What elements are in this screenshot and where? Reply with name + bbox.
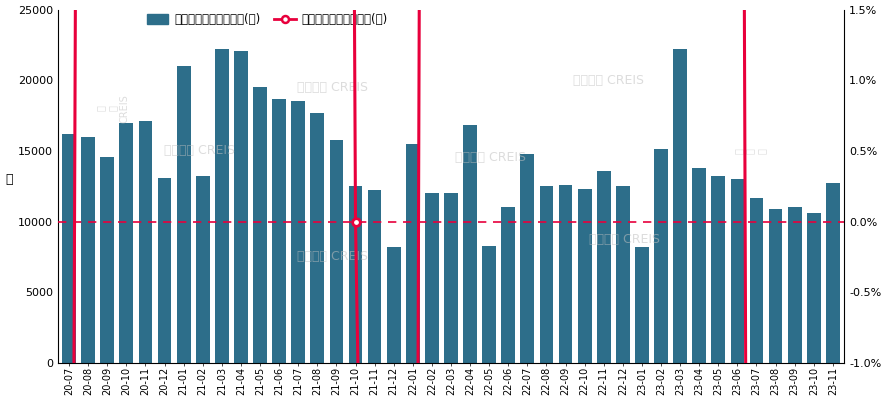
Text: 中指数据 CREIS: 中指数据 CREIS — [588, 233, 659, 246]
Bar — [462, 126, 477, 363]
Bar — [272, 99, 285, 363]
Bar — [196, 176, 209, 363]
Bar — [253, 87, 267, 363]
Bar — [330, 140, 343, 363]
Bar — [768, 209, 781, 363]
Text: 中
指
数: 中 指 数 — [733, 148, 766, 154]
Bar — [692, 168, 705, 363]
Bar — [234, 51, 247, 363]
Bar — [386, 247, 400, 363]
北京二手住宅价格环比(右) — [350, 219, 361, 224]
Bar — [825, 183, 839, 363]
Bar — [348, 186, 362, 363]
Bar — [672, 49, 687, 363]
Bar — [424, 193, 439, 363]
Bar — [749, 198, 763, 363]
Bar — [100, 156, 114, 363]
Bar — [120, 123, 133, 363]
Bar — [730, 179, 743, 363]
Y-axis label: 套: 套 — [5, 173, 13, 186]
Text: 中指数据 CREIS: 中指数据 CREIS — [572, 74, 643, 87]
Bar — [501, 207, 515, 363]
Bar — [138, 121, 152, 363]
Bar — [634, 247, 648, 363]
Bar — [62, 134, 76, 363]
Bar — [214, 49, 229, 363]
Text: 中指数据 CREIS: 中指数据 CREIS — [164, 144, 235, 158]
Bar — [539, 186, 553, 363]
Bar — [368, 190, 381, 363]
Bar — [82, 137, 95, 363]
Bar — [615, 186, 629, 363]
Bar — [310, 113, 323, 363]
Text: 数
据
CREIS: 数 据 CREIS — [96, 94, 129, 123]
Text: 中指数据 CREIS: 中指数据 CREIS — [297, 81, 368, 94]
Bar — [520, 154, 533, 363]
Text: 中指数据 CREIS: 中指数据 CREIS — [297, 250, 368, 263]
Bar — [653, 150, 667, 363]
Bar — [291, 101, 305, 363]
Bar — [406, 144, 419, 363]
Bar — [711, 176, 725, 363]
Bar — [787, 207, 801, 363]
Line: 北京二手住宅价格环比(右): 北京二手住宅价格环比(右) — [66, 0, 835, 401]
Bar — [444, 193, 457, 363]
Bar — [158, 178, 171, 363]
Bar — [596, 171, 610, 363]
Text: 中指数据 CREIS: 中指数据 CREIS — [455, 152, 525, 164]
Bar — [806, 213, 820, 363]
Legend: 北京二手住宅成交套数(左), 北京二手住宅价格环比(右): 北京二手住宅成交套数(左), 北京二手住宅价格环比(右) — [142, 8, 392, 31]
Bar — [577, 189, 591, 363]
Bar — [176, 66, 190, 363]
Bar — [558, 185, 571, 363]
Bar — [482, 245, 495, 363]
